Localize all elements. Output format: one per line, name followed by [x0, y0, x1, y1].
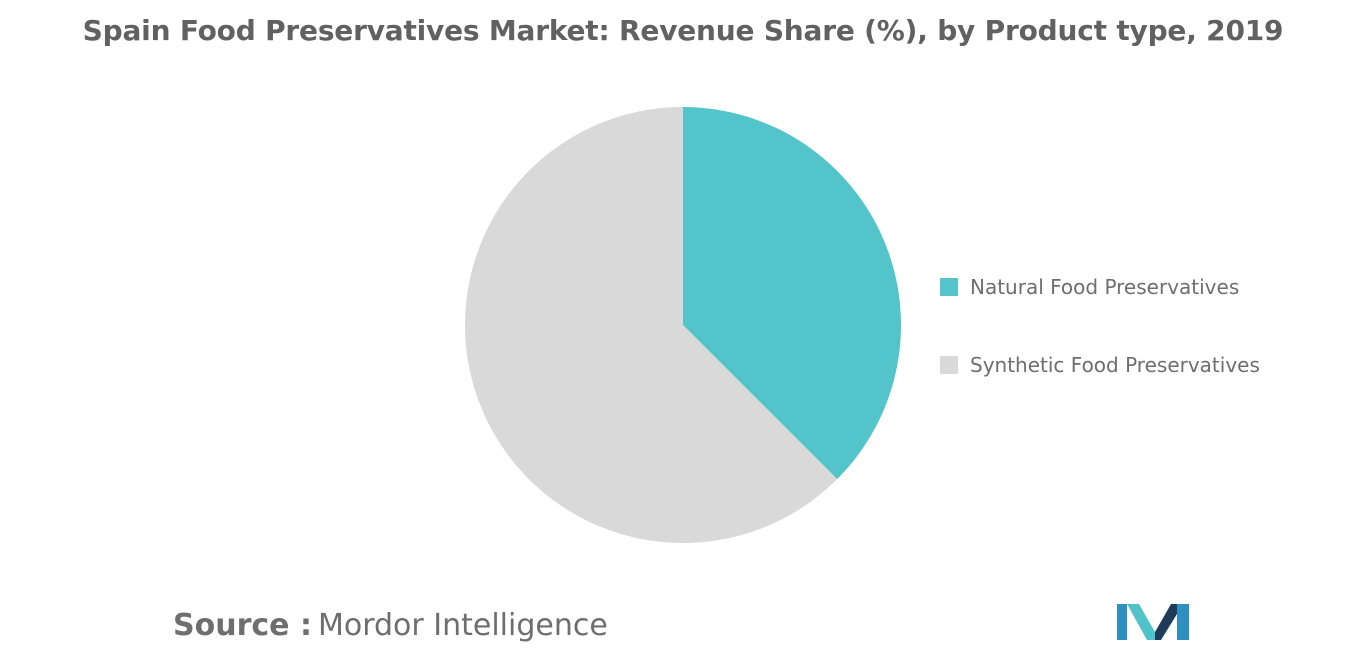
- legend-item-natural: Natural Food Preservatives: [940, 272, 1260, 302]
- pie-slices: [464, 107, 902, 543]
- logo-diagonal-left: [1127, 604, 1155, 640]
- logo-diagonal-right: [1155, 604, 1177, 640]
- legend-swatch-synthetic: [940, 356, 958, 374]
- source-label: Source :: [173, 608, 312, 643]
- pie-slice-synthetic: [464, 107, 838, 543]
- legend-swatch-natural: [940, 278, 958, 296]
- chart-legend: Natural Food Preservatives Synthetic Foo…: [940, 272, 1260, 428]
- pie-slice-natural: [683, 107, 902, 480]
- mordor-intelligence-logo-icon: [1117, 604, 1189, 640]
- logo-right-bar: [1177, 604, 1189, 640]
- source-line: Source : Mordor Intelligence: [173, 608, 608, 643]
- chart-title: Spain Food Preservatives Market: Revenue…: [82, 14, 1284, 47]
- source-value: Mordor Intelligence: [317, 608, 608, 643]
- legend-label-natural: Natural Food Preservatives: [970, 275, 1240, 299]
- logo-left-bar: [1117, 604, 1127, 640]
- legend-label-synthetic: Synthetic Food Preservatives: [970, 353, 1260, 377]
- legend-item-synthetic: Synthetic Food Preservatives: [940, 350, 1260, 380]
